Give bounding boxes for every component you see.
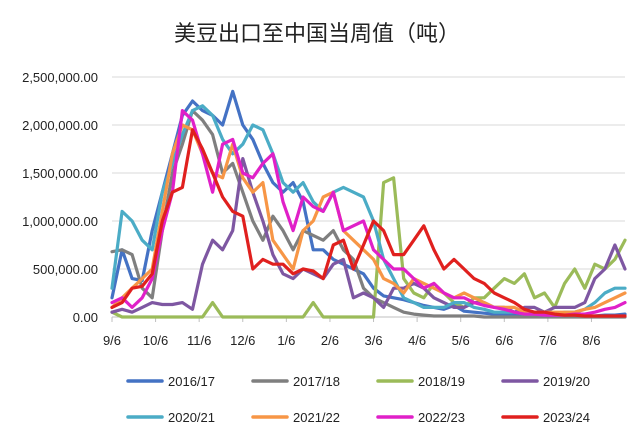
y-tick-label: 2,500,000.00 bbox=[22, 70, 98, 85]
legend-label: 2018/19 bbox=[418, 374, 465, 389]
x-tick-label: 1/6 bbox=[277, 333, 295, 348]
x-tick-label: 8/6 bbox=[582, 333, 600, 348]
y-tick-label: 0.00 bbox=[73, 310, 98, 325]
legend-label: 2021/22 bbox=[293, 410, 340, 425]
x-tick-label: 11/6 bbox=[187, 333, 211, 348]
legend-label: 2022/23 bbox=[418, 410, 465, 425]
x-tick-label: 12/6 bbox=[230, 333, 255, 348]
legend: 2016/17 2017/18 2018/19 2019/20 2020/21 2021/… bbox=[126, 374, 590, 425]
legend-label: 2016/17 bbox=[168, 374, 215, 389]
x-tick-label: 4/6 bbox=[408, 333, 426, 348]
y-axis-tick-labels: 0.00 500,000.00 1,000,000.00 1,500,000.00 2,… bbox=[22, 70, 98, 325]
y-tick-label: 2,000,000.00 bbox=[22, 118, 98, 133]
series-line-2023-24 bbox=[110, 128, 627, 318]
x-tick-label: 2/6 bbox=[321, 333, 339, 348]
series-line-2017-18 bbox=[110, 109, 627, 319]
y-tick-label: 1,500,000.00 bbox=[22, 166, 98, 181]
x-tick-label: 5/6 bbox=[452, 333, 470, 348]
legend-label: 2019/20 bbox=[543, 374, 590, 389]
chart-title: 美豆出口至中国当周值（吨） bbox=[174, 22, 460, 47]
x-tick-label: 10/6 bbox=[143, 333, 168, 348]
x-tick-label: 3/6 bbox=[364, 333, 382, 348]
x-axis-tick-labels: 9/6 10/6 11/6 12/6 1/6 2/6 3/6 4/6 5/6 6/6 7/6 8/6 bbox=[103, 317, 601, 348]
y-tick-label: 1,000,000.00 bbox=[22, 214, 98, 229]
x-tick-label: 9/6 bbox=[103, 333, 121, 348]
series-line-2018-19 bbox=[110, 176, 627, 319]
series-lines bbox=[110, 89, 627, 319]
legend-label: 2017/18 bbox=[293, 374, 340, 389]
series-line-2019-20 bbox=[110, 157, 627, 314]
legend-label: 2020/21 bbox=[168, 410, 215, 425]
legend-label: 2023/24 bbox=[543, 410, 590, 425]
x-tick-label: 7/6 bbox=[539, 333, 557, 348]
y-tick-label: 500,000.00 bbox=[33, 262, 98, 277]
x-tick-label: 6/6 bbox=[495, 333, 513, 348]
